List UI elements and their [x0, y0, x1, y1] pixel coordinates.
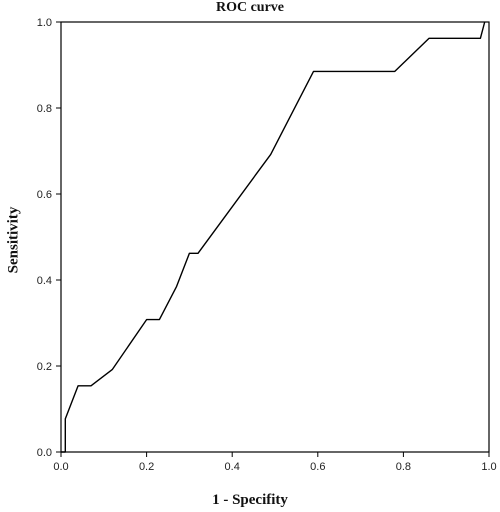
y-tick-label: 0.4: [37, 275, 52, 287]
y-tick-label: 0.2: [37, 361, 52, 373]
x-tick-label: 0.0: [53, 461, 68, 473]
plot-frame: [60, 21, 490, 453]
roc-curve-line: [61, 21, 486, 453]
x-tick-label: 0.4: [225, 461, 240, 473]
x-tick-label: 0.2: [139, 461, 154, 473]
x-tick-label: 0.8: [396, 461, 411, 473]
y-tick-label: 0.8: [37, 103, 52, 115]
x-axis-label: 1 - Specifity: [212, 492, 288, 508]
chart-title: ROC curve: [215, 0, 285, 15]
y-tick-label: 1.0: [37, 17, 52, 29]
x-tick-label: 1.0: [481, 461, 496, 473]
y-axis-label: Sensitivity: [5, 206, 22, 274]
x-tick-label: 0.6: [310, 461, 325, 473]
y-tick-label: 0.6: [37, 189, 52, 201]
y-tick-label: 0.0: [37, 447, 52, 459]
